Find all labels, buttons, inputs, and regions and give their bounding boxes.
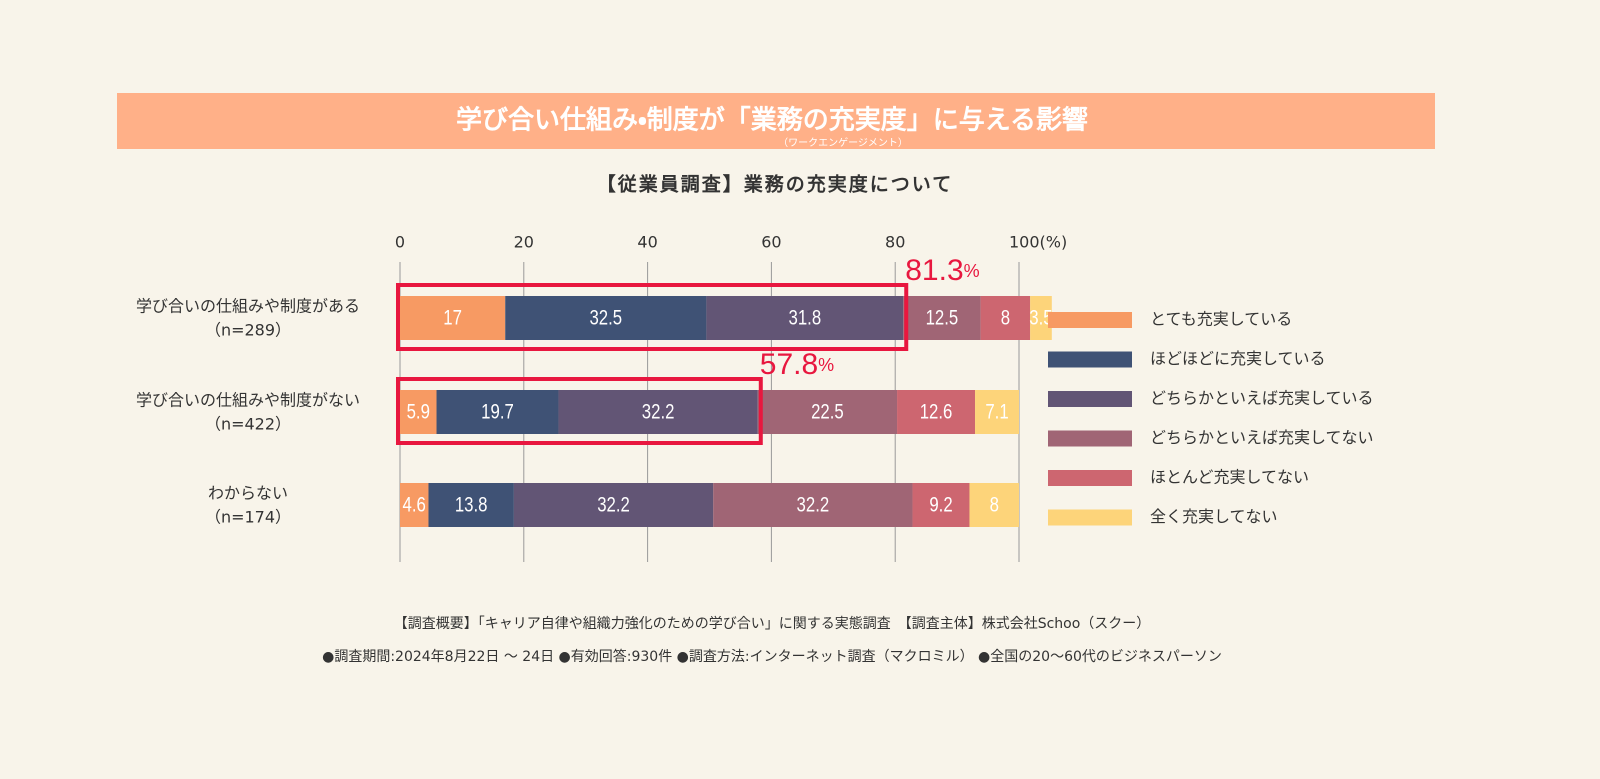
- legend-swatch: [1048, 312, 1132, 328]
- data-label: 32.2: [642, 401, 675, 424]
- bar-segment: [757, 390, 898, 434]
- data-label: 32.2: [597, 494, 630, 517]
- bar-segment: [513, 483, 714, 527]
- legend-swatch: [1048, 351, 1132, 368]
- legend-swatch: [1048, 509, 1132, 526]
- footnote: ●調査期間:2024年8月22日 ～ 24日 ●有効回答:930件 ●調査方法:…: [322, 648, 1222, 665]
- chart-title: 学び合い仕組み・制度が「業務の充実度」に与える影響: [456, 105, 1088, 136]
- data-label: 19.7: [481, 401, 514, 424]
- bar-segment: [558, 390, 758, 434]
- bar-segment: [903, 296, 981, 340]
- highlight-value: 57.8: [760, 348, 818, 381]
- legend-label: ほとんど充実してない: [1150, 468, 1309, 487]
- category-label: わからない: [208, 484, 288, 503]
- data-label: 3.5: [1029, 307, 1052, 330]
- legend-label: どちらかといえば充実してない: [1150, 428, 1374, 447]
- category-n: （n=174）: [205, 508, 291, 527]
- x-tick-label: 80: [885, 233, 905, 252]
- highlight-box: [396, 283, 909, 351]
- data-label: 8: [1001, 307, 1010, 330]
- bar-segment: [706, 296, 904, 340]
- x-tick-label: 20: [514, 233, 534, 252]
- bar-segment: [912, 483, 970, 527]
- category-n: （n=422）: [205, 415, 291, 434]
- bar-segment: [975, 390, 1019, 434]
- bar-segment: [400, 483, 429, 527]
- legend-label: とても充実している: [1150, 310, 1292, 329]
- data-label: 9.2: [929, 494, 952, 517]
- legend-label: ほどほどに充実している: [1150, 349, 1326, 368]
- bar-segment: [428, 483, 514, 527]
- x-tick-label: 0: [395, 233, 405, 252]
- category-n: （n=289）: [205, 321, 291, 340]
- x-tick-label: 60: [761, 233, 781, 252]
- title-ruby: （ワークエンゲージメント）: [778, 137, 908, 149]
- bar-segment: [897, 390, 976, 434]
- highlight-value: 81.3: [905, 254, 963, 287]
- highlight-unit: %: [818, 355, 834, 375]
- data-label: 17: [443, 307, 462, 330]
- data-label: 8: [990, 494, 999, 517]
- data-label: 12.6: [920, 401, 953, 424]
- bar-segment: [505, 296, 707, 340]
- bar-segment: [980, 296, 1031, 340]
- legend-swatch: [1048, 391, 1132, 407]
- x-tick-label: 100(%): [1009, 233, 1067, 252]
- data-label: 12.5: [926, 307, 959, 330]
- data-label: 32.5: [589, 307, 622, 330]
- data-label: 31.8: [788, 307, 821, 330]
- highlight-label: 57.8%: [760, 348, 834, 381]
- bar-segment: [400, 296, 506, 340]
- title-banner: [117, 93, 1435, 149]
- x-tick-label: 40: [637, 233, 657, 252]
- highlight-unit: %: [964, 261, 980, 281]
- legend-swatch: [1048, 470, 1132, 486]
- data-label: 5.9: [407, 401, 430, 424]
- bar-segment: [1030, 296, 1052, 340]
- highlight-box: [396, 377, 763, 445]
- bar-segment: [969, 483, 1019, 527]
- category-label: 学び合いの仕組みや制度がある: [136, 297, 360, 316]
- data-label: 22.5: [811, 401, 844, 424]
- footnote: 【調査概要】「キャリア自律や組織力強化のための学び合い」に関する実態調査 【調査…: [394, 616, 1151, 632]
- chart-subtitle: 【従業員調査】業務の充実度について: [597, 173, 953, 196]
- bar-segment: [400, 390, 437, 434]
- legend-swatch: [1048, 430, 1132, 447]
- legend-label: どちらかといえば充実している: [1150, 389, 1374, 408]
- bar-segment: [436, 390, 559, 434]
- data-label: 32.2: [797, 494, 830, 517]
- data-label: 7.1: [985, 401, 1008, 424]
- category-label: 学び合いの仕組みや制度がない: [136, 391, 360, 410]
- data-label: 4.6: [403, 494, 426, 517]
- data-label: 13.8: [455, 494, 488, 517]
- legend-label: 全く充実してない: [1150, 507, 1278, 526]
- bar-segment: [713, 483, 913, 527]
- highlight-label: 81.3%: [905, 254, 979, 287]
